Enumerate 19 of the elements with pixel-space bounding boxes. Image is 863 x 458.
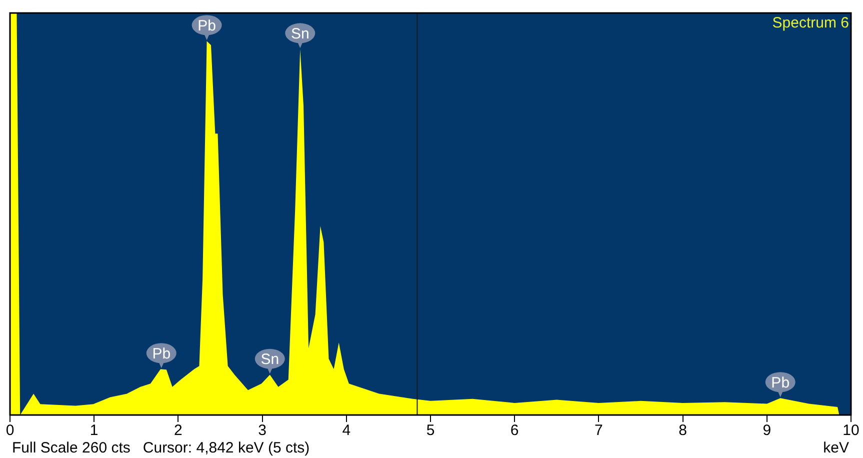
annotation: Pb <box>198 17 216 34</box>
x-tick-label: 5 <box>426 422 435 440</box>
annotation: Sn <box>260 350 280 368</box>
x-tick-label: 10 <box>842 422 860 440</box>
x-tick-label: 4 <box>342 422 351 440</box>
x-tick-label: 9 <box>762 422 772 440</box>
annotation: Pb <box>771 374 790 392</box>
x-tick-label: 1 <box>90 422 98 440</box>
annotation: Pb <box>152 345 171 362</box>
chart-title: Spectrum 6 <box>772 14 849 32</box>
x-tick-label: 6 <box>510 422 519 440</box>
x-tick-label: 2 <box>174 422 182 440</box>
x-tick-label: 8 <box>678 422 687 440</box>
x-tick-label: 7 <box>594 422 603 440</box>
annotation: Sn <box>290 25 310 42</box>
text: Full Scale 260 cts Cursor: 4,842 keV (5 cts) <box>12 440 310 457</box>
x-axis-title: keV <box>823 440 849 457</box>
x-tick-label: 0 <box>6 422 14 440</box>
x-tick-label: 3 <box>258 422 266 440</box>
